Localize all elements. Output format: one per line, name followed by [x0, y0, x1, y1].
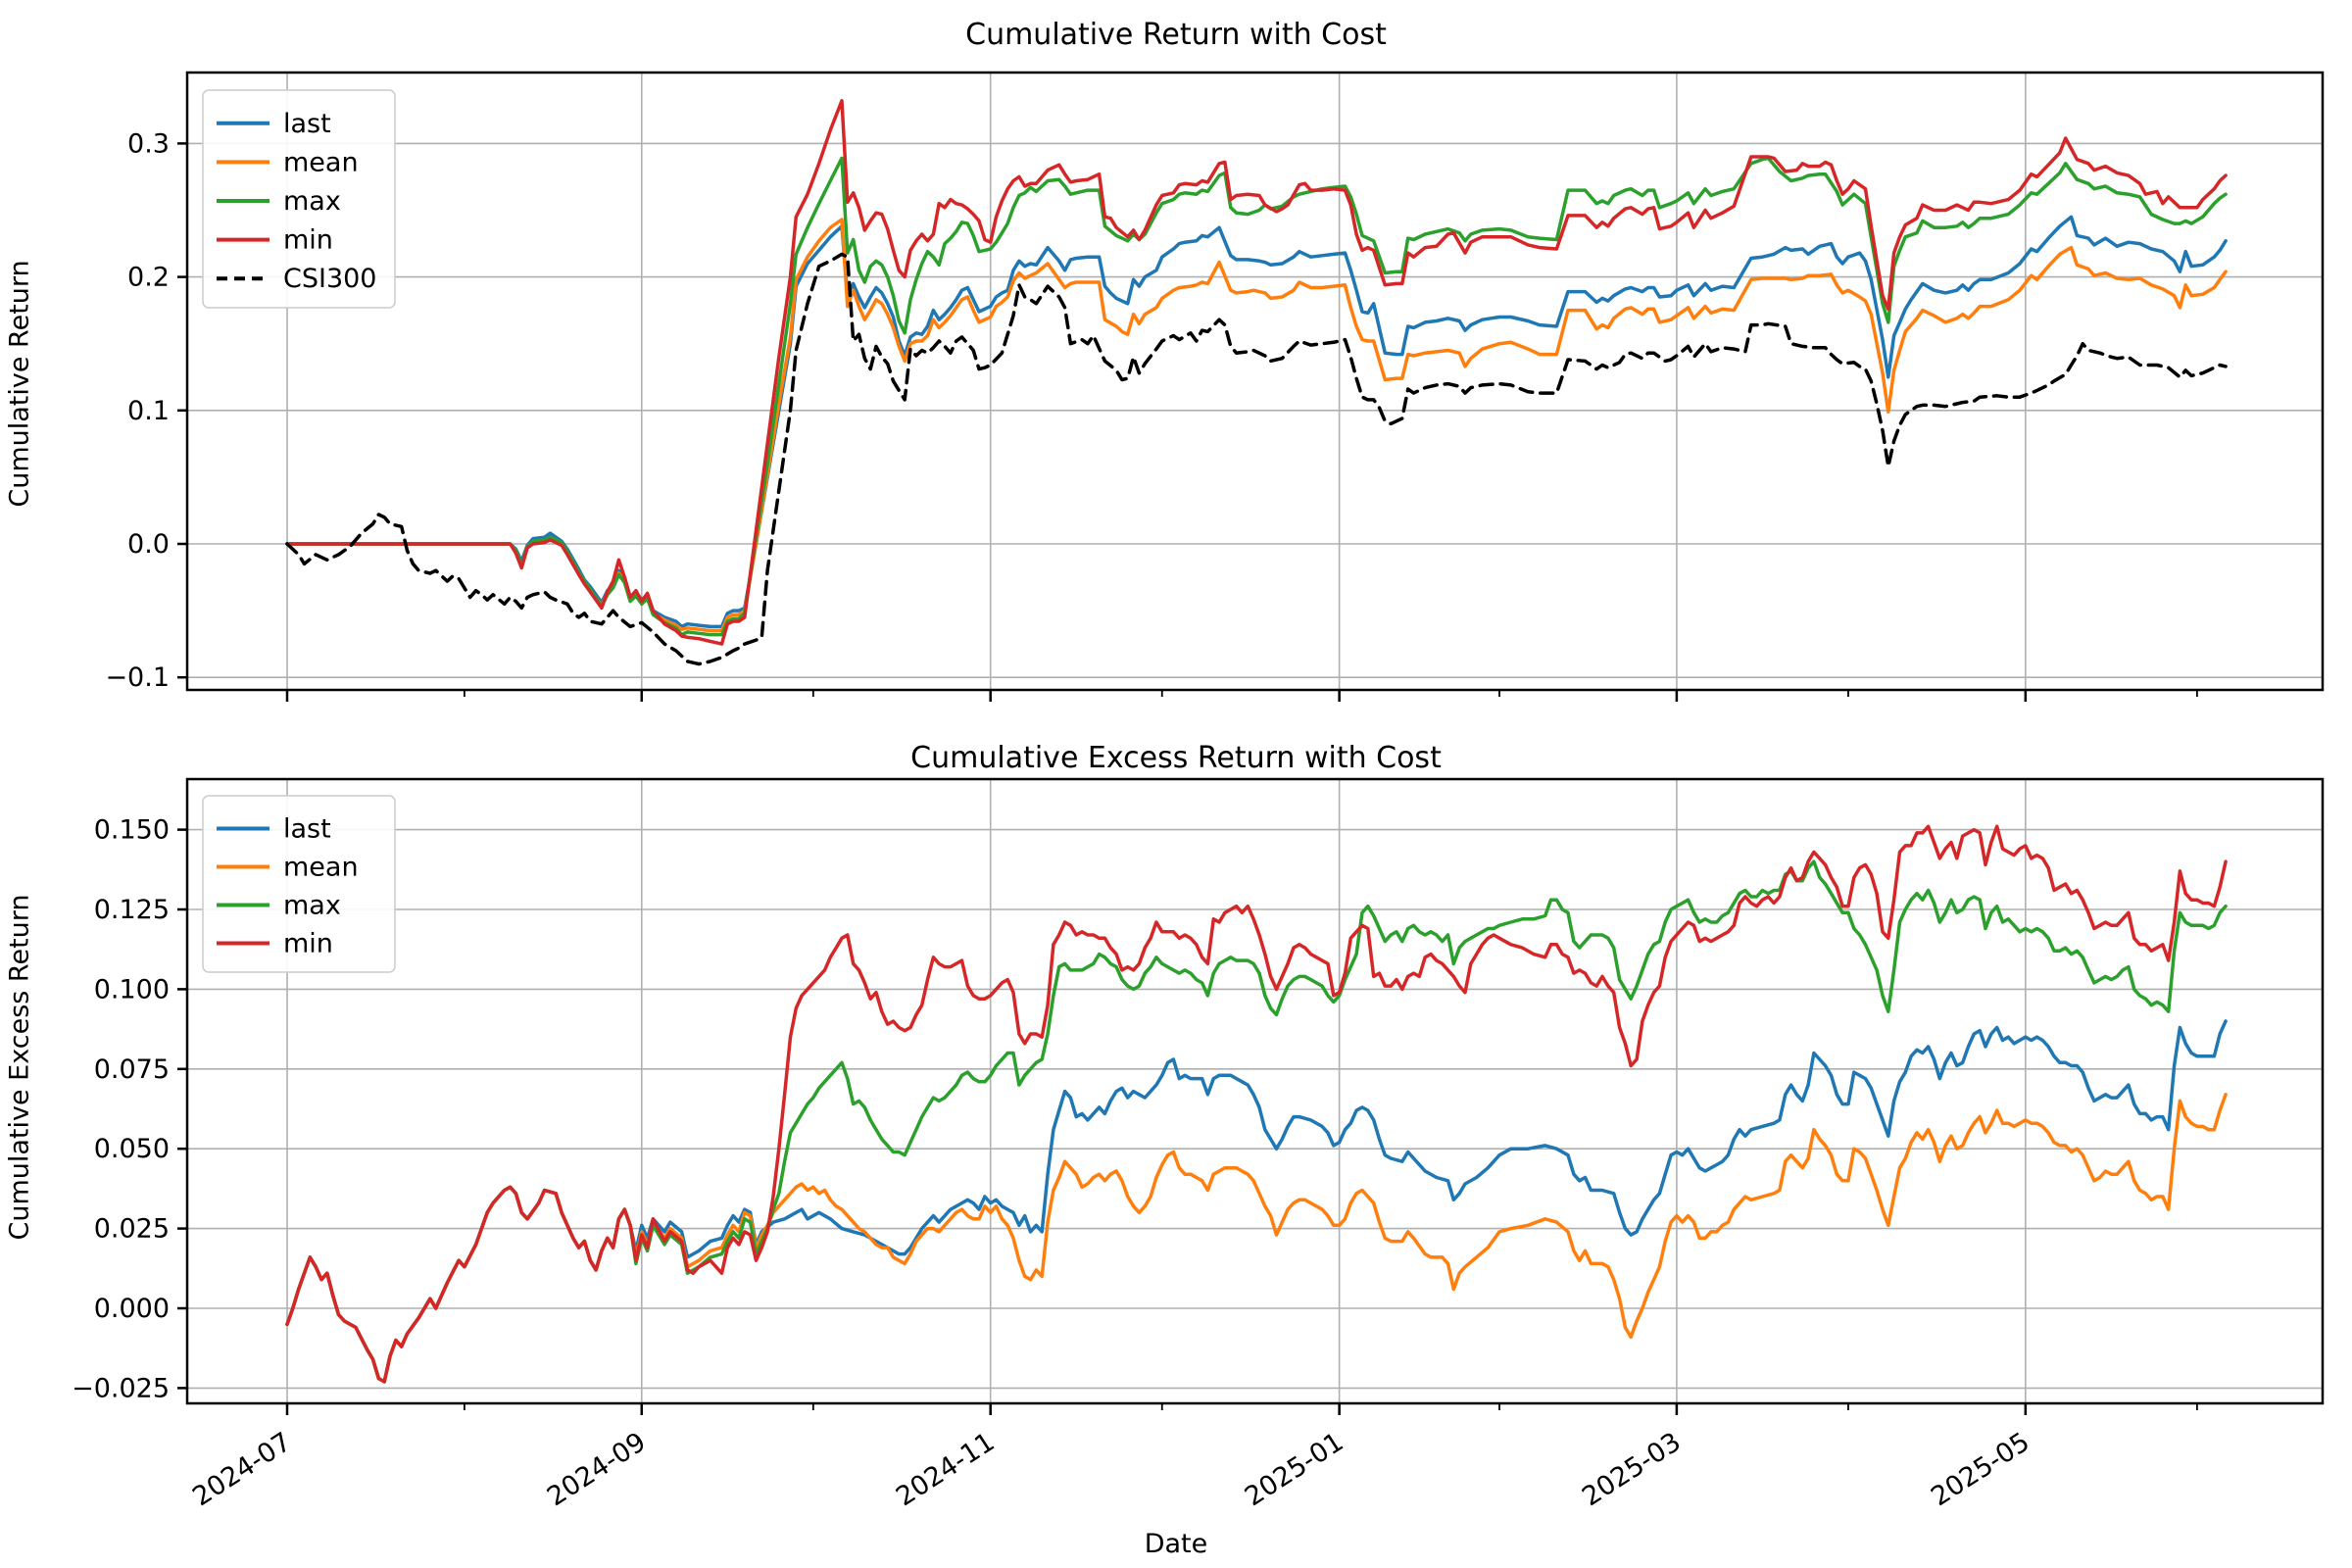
x-tick-label: 2025-01 — [1240, 1427, 1348, 1512]
series-mean-line — [285, 1093, 2228, 1384]
y-tick-label: 0.150 — [94, 815, 170, 846]
series-last-line — [285, 1019, 2228, 1384]
x-tick-label: 2024-11 — [891, 1427, 1000, 1512]
series-max-line — [285, 156, 2228, 637]
y-tick-label: 0.3 — [127, 128, 170, 159]
legend-label-min: min — [283, 225, 333, 256]
x-tick-label: 2024-07 — [187, 1427, 296, 1512]
series-min-line — [285, 824, 2228, 1384]
y-tick-label: 0.025 — [94, 1214, 170, 1245]
legend-label-last: last — [283, 109, 331, 139]
legend-box — [202, 795, 396, 973]
series-min-line — [285, 99, 2228, 646]
x-tick-label: 2025-05 — [1926, 1427, 2034, 1512]
series-max-line — [285, 859, 2228, 1384]
plot-spine — [185, 71, 2325, 692]
series-csi300-line — [285, 252, 2228, 666]
y-tick-label: 0.2 — [127, 263, 170, 293]
bottom-chart-title: Cumulative Excess Return with Cost — [910, 741, 1442, 775]
legend-label-max: max — [283, 891, 341, 921]
y-tick-label: 0.075 — [94, 1054, 170, 1085]
y-tick-label: 0.050 — [94, 1134, 170, 1164]
y-tick-label: 0.100 — [94, 974, 170, 1004]
y-tick-label: −0.1 — [105, 662, 170, 693]
legend-label-last: last — [283, 814, 331, 845]
top-chart-title: Cumulative Return with Cost — [965, 18, 1387, 52]
legend-label-mean: mean — [283, 147, 359, 177]
x-tick-label: 2024-09 — [542, 1427, 651, 1512]
legend-label-max: max — [283, 186, 341, 217]
legend-label-mean: mean — [283, 853, 359, 883]
x-tick-label: 2025-03 — [1577, 1427, 1686, 1512]
legend-box — [202, 89, 396, 309]
y-tick-label: −0.025 — [72, 1373, 170, 1403]
y-tick-label: 0.0 — [127, 529, 170, 560]
legend-label-csi300: CSI300 — [283, 264, 377, 294]
x-axis-label: Date — [1144, 1529, 1208, 1559]
plot-spine — [185, 777, 2325, 1405]
series-last-line — [285, 215, 2228, 629]
y-tick-label: 0.000 — [94, 1294, 170, 1324]
y-tick-label: 0.125 — [94, 895, 170, 925]
y-tick-label: 0.1 — [127, 396, 170, 426]
legend-label-min: min — [283, 929, 333, 959]
